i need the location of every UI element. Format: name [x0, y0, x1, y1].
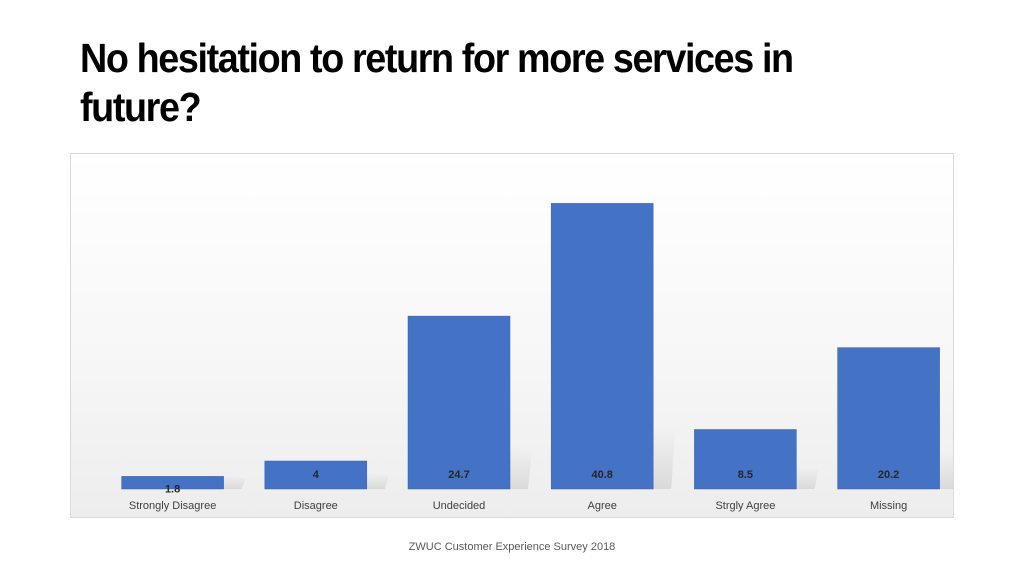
- category-label-agree: Agree: [588, 500, 617, 512]
- footer-source: ZWUC Customer Experience Survey 2018: [408, 541, 616, 553]
- bar-undecided: [407, 315, 511, 490]
- category-label-strgly-agree: Strgly Agree: [715, 500, 775, 512]
- data-labels: 1.8 4 24.7 40.8 8.5 20.2: [165, 469, 899, 495]
- category-label-missing: Missing: [870, 500, 907, 512]
- category-labels: Strongly Disagree Disagree Undecided Agree S…: [129, 500, 907, 512]
- bar-disagree: [264, 460, 368, 490]
- category-label-disagree: Disagree: [294, 500, 338, 512]
- bar-chart: 1.8 4 24.7 40.8 8.5 20.2 Strongly Disagree Dis…: [70, 153, 954, 518]
- bar-chart-svg: 1.8 4 24.7 40.8 8.5 20.2 Strongly Disagree Dis…: [71, 154, 953, 517]
- category-label-strongly-disagree: Strongly Disagree: [129, 500, 216, 512]
- data-label-undecided: 24.7: [448, 469, 469, 481]
- data-label-disagree: 4: [313, 469, 320, 481]
- bar-agree: [550, 203, 654, 490]
- data-label-agree: 40.8: [591, 469, 612, 481]
- bar-strongly-disagree: [121, 476, 224, 490]
- bar-strgly-agree: [694, 429, 797, 490]
- data-label-missing: 20.2: [878, 469, 899, 481]
- bar-missing: [837, 347, 940, 490]
- data-label-strgly-agree: 8.5: [738, 469, 753, 481]
- slide-title: No hesitation to return for more service…: [80, 35, 794, 130]
- category-label-undecided: Undecided: [433, 500, 486, 512]
- data-label-strongly-disagree: 1.8: [165, 483, 180, 495]
- bars: [121, 203, 940, 490]
